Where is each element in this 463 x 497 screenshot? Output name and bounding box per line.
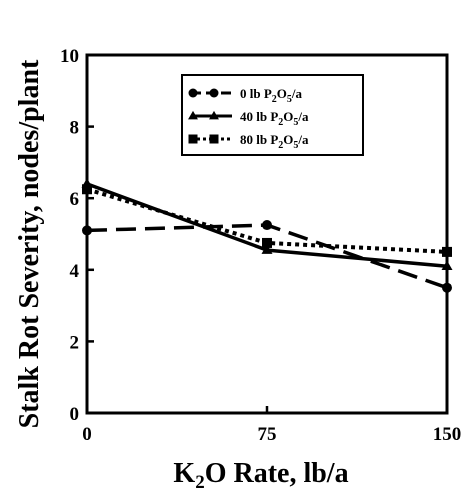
data-point-square	[82, 184, 92, 195]
legend-label-part: /a	[297, 109, 309, 124]
y-tick-label: 6	[70, 189, 80, 210]
data-point-circle	[82, 225, 92, 236]
legend-marker-square	[188, 134, 198, 144]
y-tick-label: 0	[70, 404, 80, 425]
data-point-circle	[442, 282, 452, 293]
x-axis-title-subscript: 2	[195, 472, 205, 492]
x-axis-title: K2O Rate, lb/a	[173, 458, 348, 492]
legend-marker-circle	[188, 88, 198, 98]
x-tick-label: 150	[433, 424, 462, 445]
y-axis-title: Stalk Rot Severity, nodes/plant	[14, 59, 45, 428]
legend-label-part: 80 lb P	[240, 132, 278, 147]
legend-label: 80 lb P2O5/a	[240, 132, 309, 151]
data-point-circle	[262, 220, 272, 231]
data-point-square	[262, 237, 272, 248]
legend-label-part: O	[277, 86, 287, 101]
legend-label-part: 0 lb P	[240, 86, 272, 101]
legend-marker-triangle	[188, 110, 198, 120]
legend-label-part: /a	[297, 132, 309, 147]
y-tick-label: 2	[70, 332, 80, 353]
x-tick-label: 75	[258, 424, 277, 445]
legend-marker-square	[209, 134, 219, 144]
data-point-triangle	[441, 260, 453, 271]
legend-label-subscript: 2	[278, 140, 283, 151]
data-point-triangle	[261, 244, 273, 254]
data-point-square	[442, 246, 452, 257]
legend-label-subscript: 2	[272, 94, 277, 105]
plot-area: 0 2 4 6 8 10 0 75 150 Stalk Rot Severity, nodes/p…	[14, 46, 462, 493]
legend-label-part: O	[283, 132, 293, 147]
y-tick-label: 8	[70, 118, 80, 139]
x-tick-label: 0	[82, 424, 92, 445]
legend-label-part: 40 lb P	[240, 109, 278, 124]
legend-marker-circle	[209, 88, 219, 98]
legend-label-subscript: 5	[287, 94, 292, 105]
series-line-1	[86, 223, 448, 290]
legend-label-subscript: 5	[293, 117, 298, 128]
y-tick-label: 10	[60, 46, 79, 67]
x-axis-title-part: O Rate, lb/a	[205, 458, 349, 489]
legend-label-subscript: 2	[278, 117, 283, 128]
legend-label: 40 lb P2O5/a	[240, 109, 309, 128]
legend-marker-triangle	[209, 110, 219, 120]
legend-label-part: /a	[291, 86, 303, 101]
x-axis-title-part: K	[173, 458, 195, 489]
y-tick-label: 4	[70, 261, 80, 282]
legend: 0 lb P2O5/a40 lb P2O5/a80 lb P2O5/a	[181, 74, 364, 156]
legend-label-part: O	[283, 109, 293, 124]
legend-label: 0 lb P2O5/a	[240, 86, 303, 105]
legend-label-subscript: 5	[293, 140, 298, 151]
